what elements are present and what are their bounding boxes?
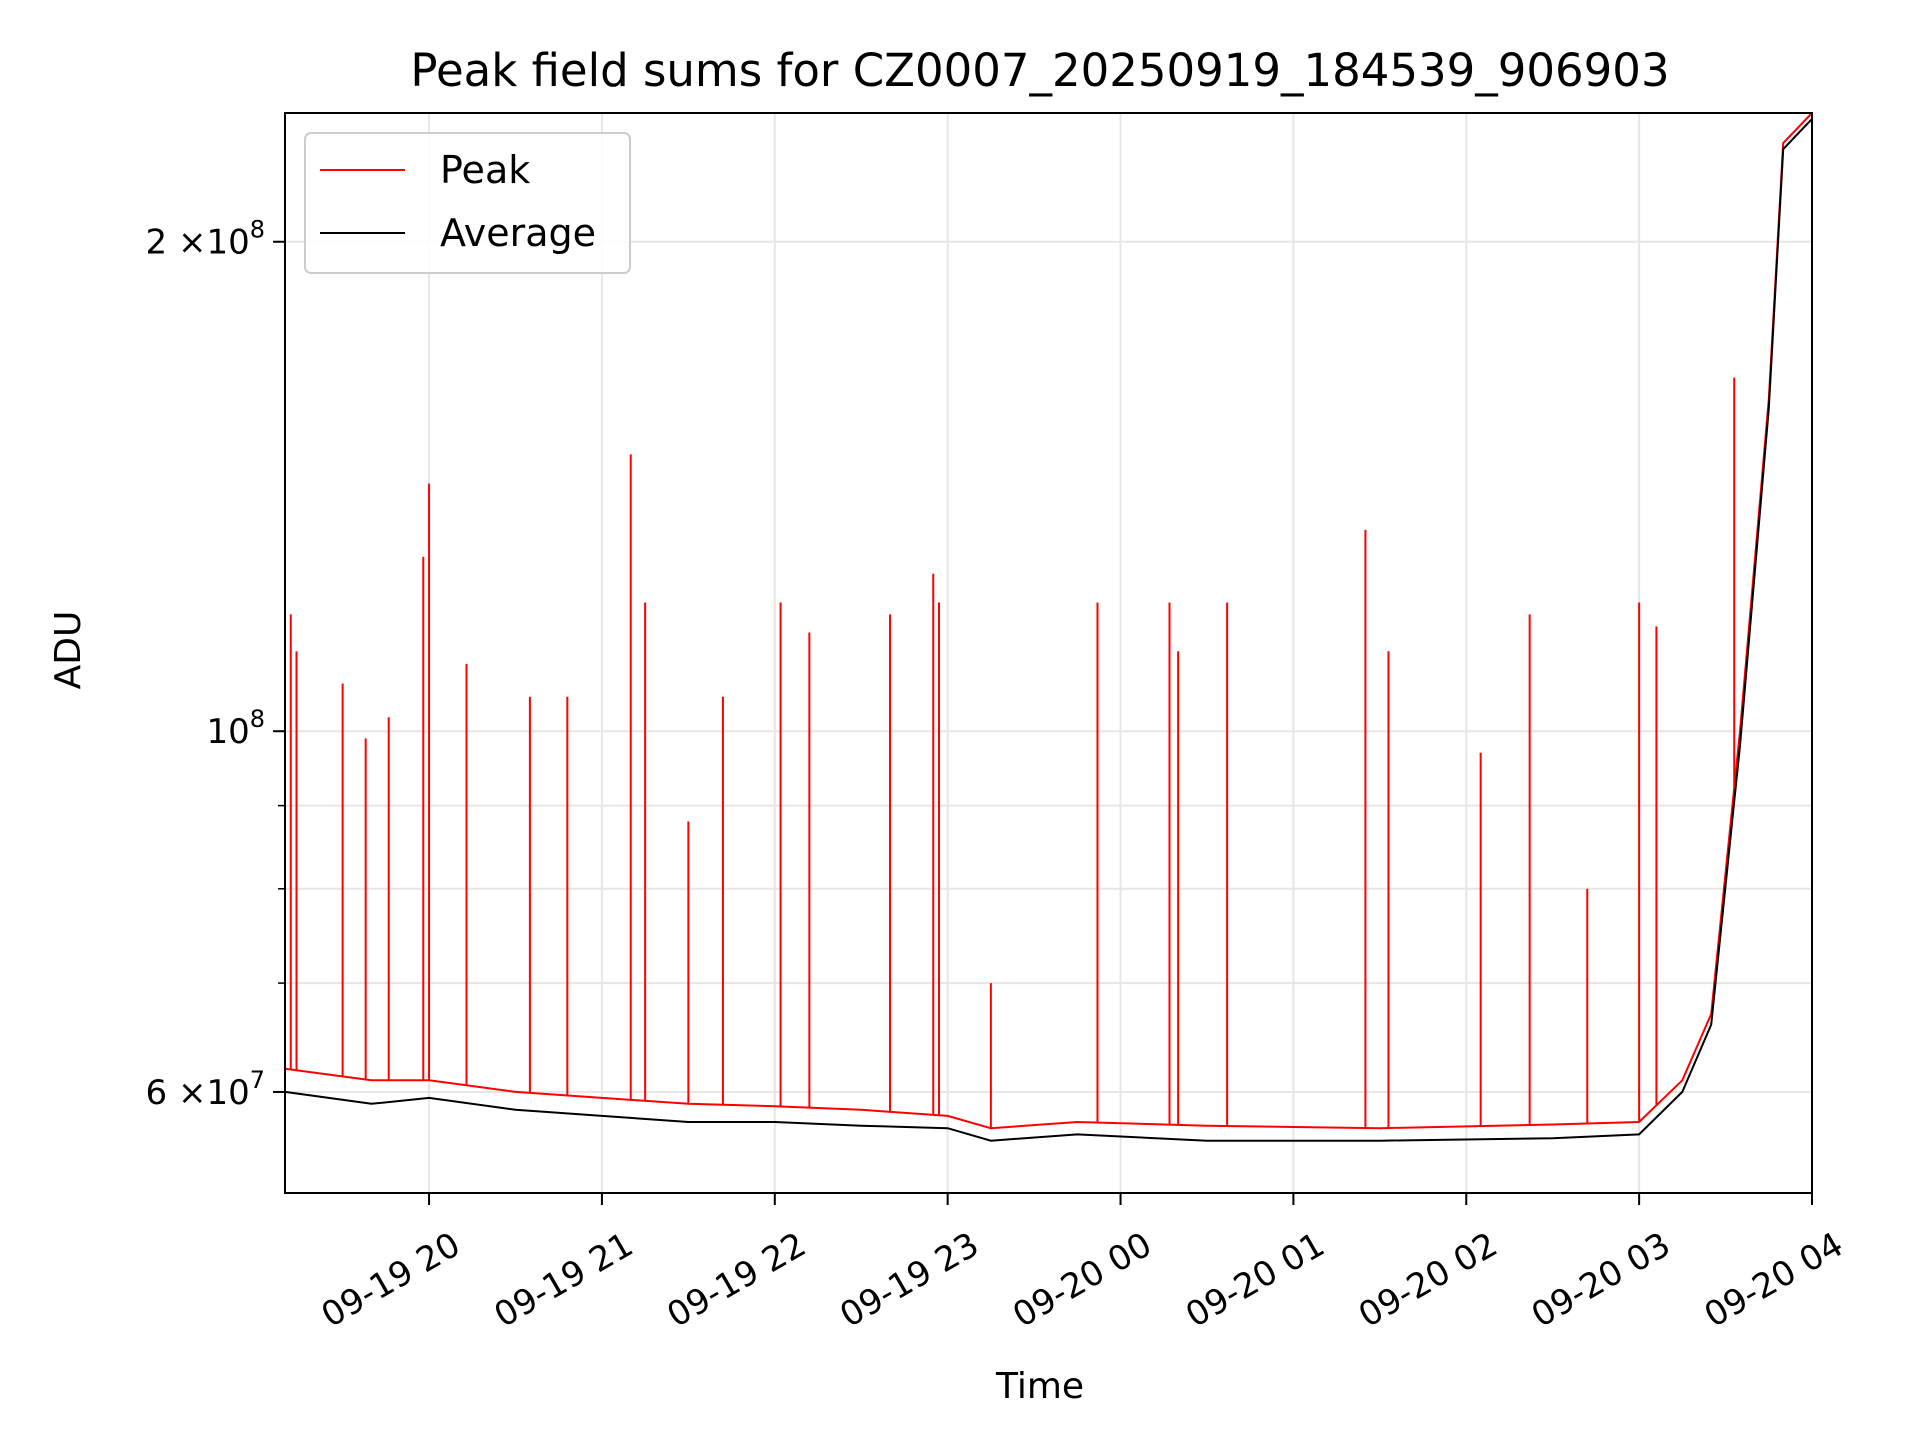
series-peak-line: [284, 112, 1813, 1130]
legend-box: [304, 132, 631, 274]
y-axis-label: ADU: [48, 611, 89, 690]
legend-label-average: Average: [440, 211, 596, 255]
y-tick-label: 108: [206, 705, 265, 752]
y-axis-ticks: 6 ×107 108 2 ×108: [146, 216, 285, 1113]
series-layer: [284, 112, 1813, 1142]
legend: Peak Average: [304, 132, 631, 274]
y-tick-label: 6 ×107: [146, 1066, 265, 1113]
axes: [284, 112, 1813, 1194]
chart-title: Peak field sums for CZ0007_20250919_1845…: [410, 44, 1669, 97]
x-axis-label: Time: [995, 1366, 1084, 1407]
series-average-line: [284, 118, 1813, 1142]
legend-label-peak: Peak: [440, 148, 530, 192]
plot-frame: [284, 112, 1813, 1194]
y-tick-label: 2 ×108: [146, 216, 265, 263]
